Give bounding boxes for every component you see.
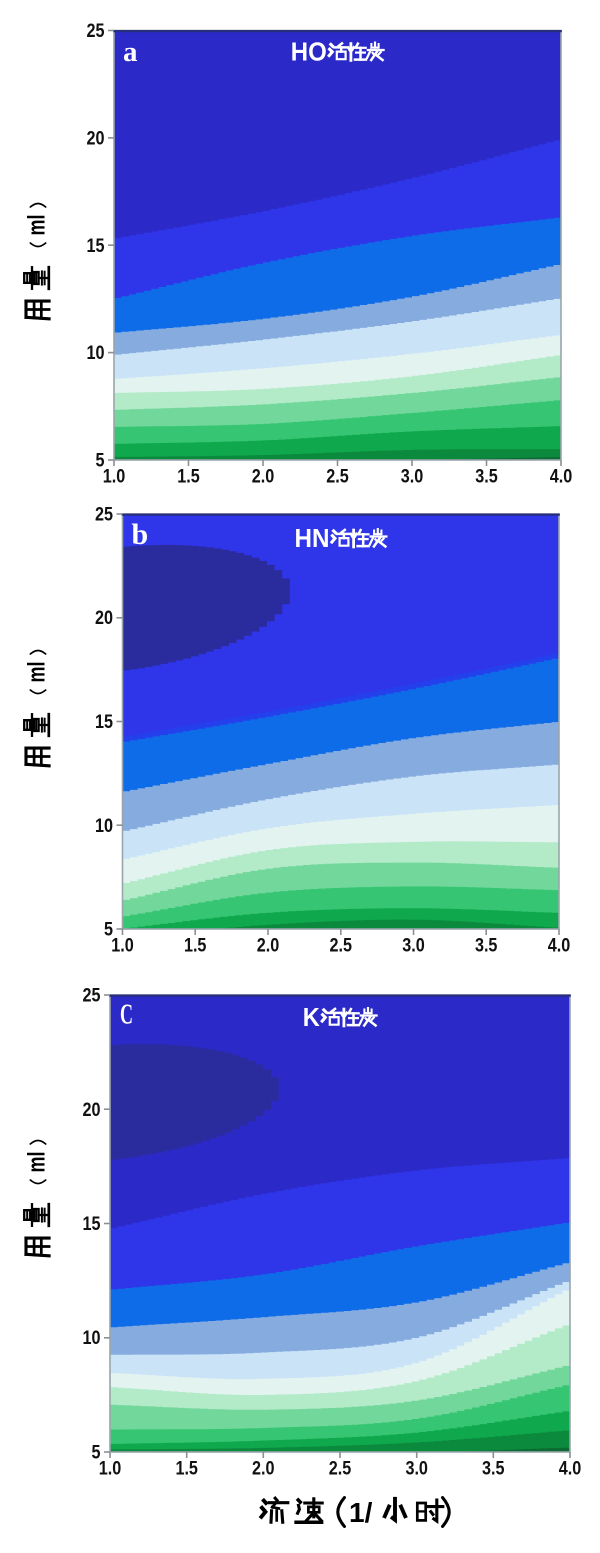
- svg-text:5: 5: [104, 920, 113, 941]
- svg-text:1.0: 1.0: [103, 467, 126, 488]
- svg-text:5: 5: [96, 451, 105, 472]
- svg-text:K: K: [303, 1002, 320, 1032]
- svg-text:3.5: 3.5: [475, 467, 498, 488]
- svg-text:25: 25: [83, 986, 101, 1007]
- svg-text:a: a: [123, 36, 138, 68]
- svg-text:10: 10: [95, 816, 113, 837]
- svg-text:3.5: 3.5: [482, 1459, 505, 1480]
- svg-text:15: 15: [87, 236, 105, 257]
- svg-text:5: 5: [92, 1443, 101, 1464]
- svg-text:HN: HN: [295, 523, 330, 553]
- svg-text:3.0: 3.0: [401, 467, 424, 488]
- svg-text:b: b: [132, 518, 149, 551]
- svg-text:3.0: 3.0: [405, 1459, 428, 1480]
- svg-text:2.0: 2.0: [257, 936, 280, 957]
- svg-text:1.0: 1.0: [111, 936, 134, 957]
- svg-text:25: 25: [95, 505, 113, 526]
- svg-text:15: 15: [83, 1214, 101, 1235]
- svg-text:4.0: 4.0: [550, 467, 573, 488]
- svg-text:1.5: 1.5: [184, 936, 207, 957]
- svg-text:25: 25: [87, 21, 105, 42]
- svg-text:2.0: 2.0: [252, 1459, 275, 1480]
- svg-text:1.0: 1.0: [99, 1459, 122, 1480]
- svg-text:20: 20: [95, 608, 113, 629]
- svg-text:ml: ml: [24, 662, 51, 683]
- svg-text:ml: ml: [24, 1152, 51, 1173]
- svg-text:3.0: 3.0: [402, 936, 425, 957]
- svg-text:HO: HO: [291, 37, 327, 67]
- svg-text:3.5: 3.5: [475, 936, 498, 957]
- svg-text:20: 20: [83, 1100, 101, 1121]
- svg-text:ml: ml: [24, 215, 51, 236]
- svg-text:4.0: 4.0: [559, 1459, 582, 1480]
- svg-text:10: 10: [87, 343, 105, 364]
- svg-text:1.5: 1.5: [177, 467, 200, 488]
- svg-text:1.5: 1.5: [175, 1459, 198, 1480]
- svg-text:2.0: 2.0: [252, 467, 275, 488]
- svg-text:4.0: 4.0: [548, 936, 571, 957]
- svg-text:2.5: 2.5: [330, 936, 353, 957]
- svg-text:2.5: 2.5: [329, 1459, 352, 1480]
- svg-text:20: 20: [87, 128, 105, 149]
- svg-text:C: C: [120, 1000, 133, 1031]
- svg-text:2.5: 2.5: [326, 467, 349, 488]
- svg-text:1/: 1/: [349, 1497, 373, 1528]
- svg-text:10: 10: [83, 1328, 101, 1349]
- svg-text:15: 15: [95, 712, 113, 733]
